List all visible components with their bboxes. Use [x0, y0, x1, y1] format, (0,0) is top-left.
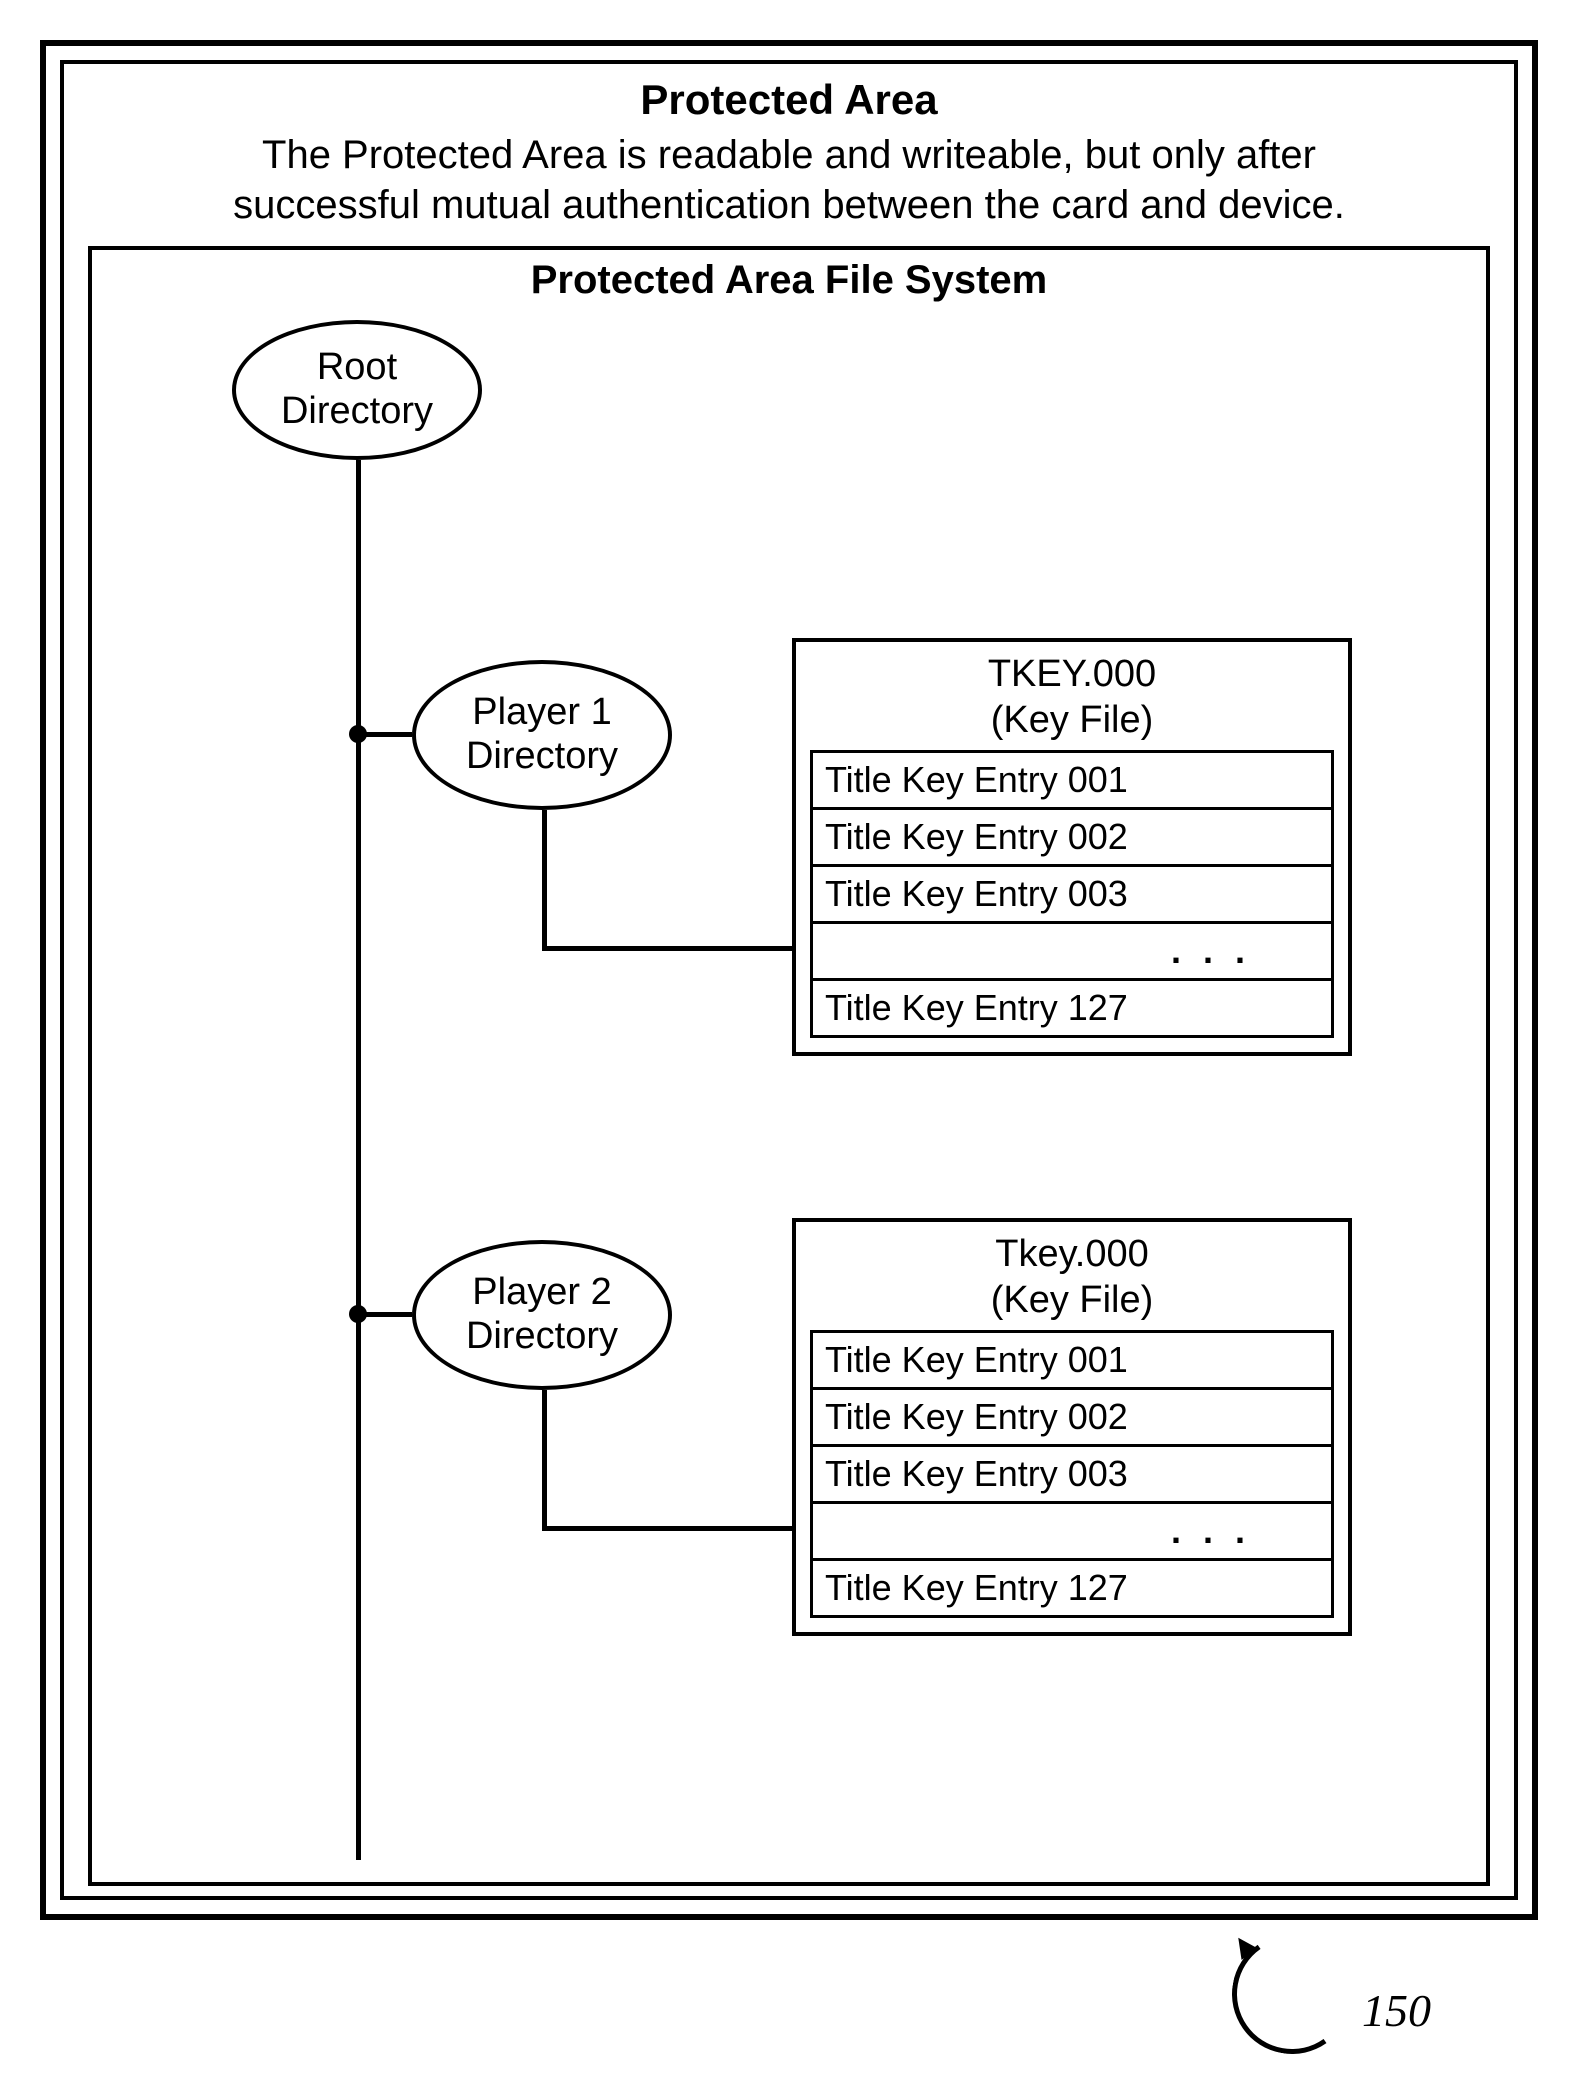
- reference-callout: 150: [1232, 1934, 1492, 2064]
- player-directory-node-0: Player 1Directory: [412, 660, 672, 810]
- keyfile-entry: Title Key Entry 002: [810, 807, 1334, 867]
- protected-area-title: Protected Area: [64, 76, 1514, 124]
- keyfile-entry: Title Key Entry 127: [810, 978, 1334, 1038]
- reference-label: 150: [1362, 1984, 1431, 2037]
- vline-node-to-elbow-0: [542, 810, 547, 950]
- hline-trunk-to-node-0: [356, 732, 412, 737]
- keyfile-title-1: Tkey.000(Key File): [810, 1232, 1334, 1323]
- root-directory-node: RootDirectory: [232, 320, 482, 460]
- keyfile-box-1: Tkey.000(Key File)Title Key Entry 001Tit…: [792, 1218, 1352, 1636]
- keyfile-entry: Title Key Entry 003: [810, 864, 1334, 924]
- filesystem-title: Protected Area File System: [92, 258, 1486, 303]
- keyfile-box-0: TKEY.000(Key File)Title Key Entry 001Tit…: [792, 638, 1352, 1056]
- root-line2: Directory: [281, 390, 433, 432]
- keyfile-entry: Title Key Entry 002: [810, 1387, 1334, 1447]
- desc-line-2: successful mutual authentication between…: [233, 183, 1345, 227]
- keyfile-entry-ellipsis: . . .: [810, 1501, 1334, 1561]
- hline-elbow-to-keyfile-1: [542, 1526, 792, 1531]
- tree-trunk-line: [356, 460, 361, 1860]
- filesystem-tree: RootDirectory Player 1Directory TKEY.000(K…: [92, 310, 1486, 1882]
- protected-area-box: Protected Area The Protected Area is rea…: [60, 60, 1518, 1900]
- player-directory-node-1: Player 2Directory: [412, 1240, 672, 1390]
- keyfile-title-0: TKEY.000(Key File): [810, 652, 1334, 743]
- hline-trunk-to-node-1: [356, 1312, 412, 1317]
- root-line1: Root: [317, 346, 397, 388]
- desc-line-1: The Protected Area is readable and write…: [262, 133, 1316, 177]
- keyfile-entry: Title Key Entry 127: [810, 1558, 1334, 1618]
- keyfile-entry: Title Key Entry 003: [810, 1444, 1334, 1504]
- vline-node-to-elbow-1: [542, 1390, 547, 1530]
- keyfile-entry-ellipsis: . . .: [810, 921, 1334, 981]
- filesystem-box: Protected Area File System RootDirectory…: [88, 246, 1490, 1886]
- hline-elbow-to-keyfile-0: [542, 946, 792, 951]
- outer-frame: Protected Area The Protected Area is rea…: [40, 40, 1538, 1920]
- keyfile-entry: Title Key Entry 001: [810, 750, 1334, 810]
- keyfile-entry: Title Key Entry 001: [810, 1330, 1334, 1390]
- protected-area-description: The Protected Area is readable and write…: [94, 130, 1484, 230]
